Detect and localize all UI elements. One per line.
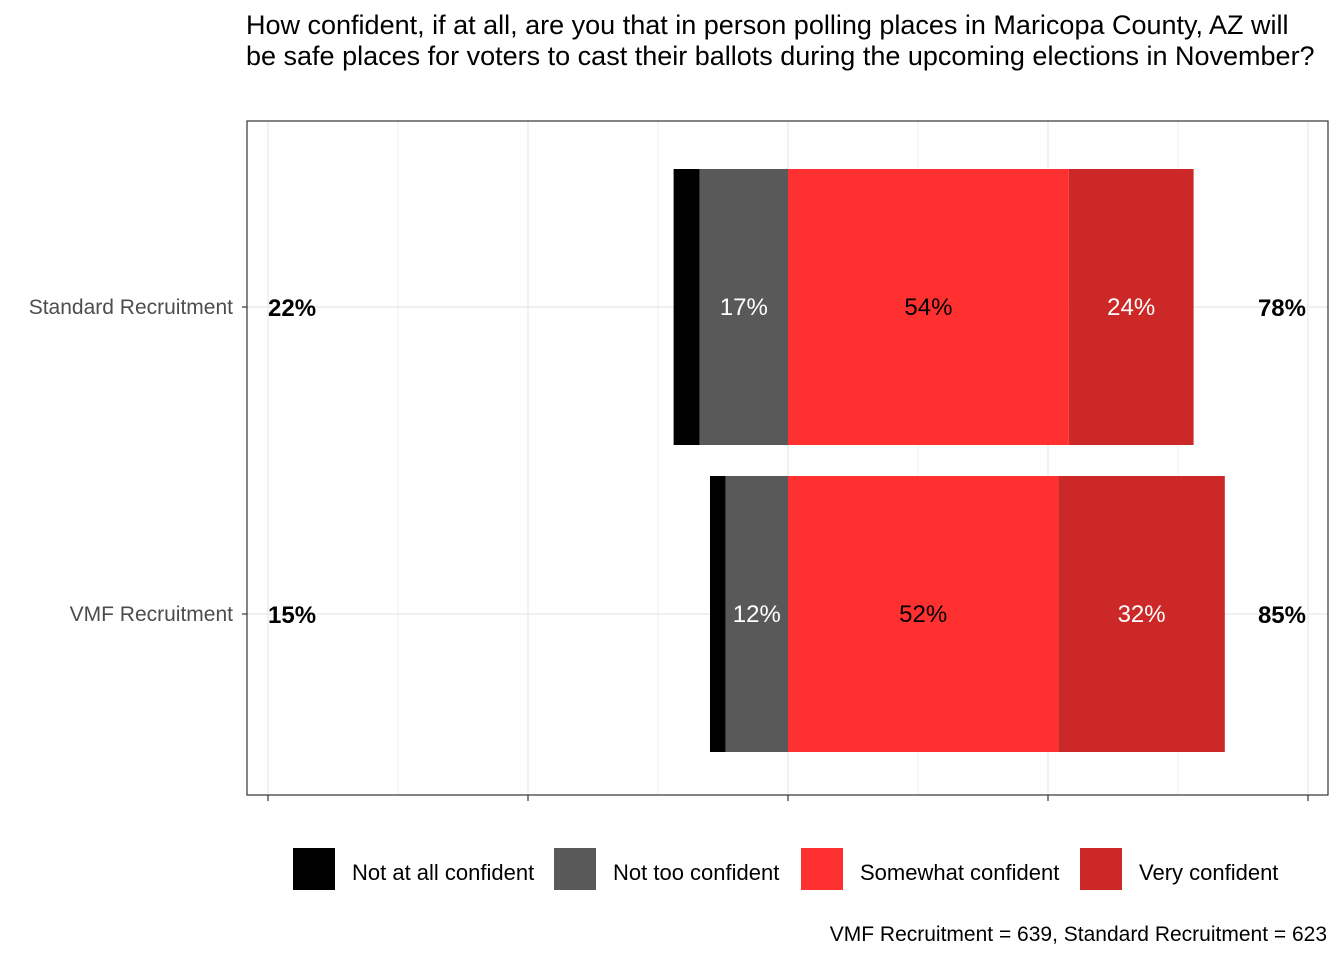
legend-label: Somewhat confident — [860, 860, 1059, 885]
legend-key — [801, 848, 843, 890]
positive-total-label: 78% — [1258, 295, 1306, 322]
bars — [673, 169, 1225, 752]
legend-label: Not too confident — [613, 860, 779, 885]
negative-total-label: 15% — [268, 602, 316, 629]
bar-labels: 17% 54% 24% 22% 78% 12% 52% 32% 15% 85% — [268, 294, 1306, 629]
negative-total-label: 22% — [268, 295, 316, 322]
y-tick-label: Standard Recruitment — [29, 296, 233, 319]
bar-segment-label: 12% — [733, 601, 781, 628]
bar-segment — [699, 169, 788, 445]
bar-segment — [673, 169, 700, 445]
bar-segment-label: 24% — [1107, 294, 1155, 321]
y-tick-label: VMF Recruitment — [70, 603, 234, 626]
bar-segment-label: 32% — [1118, 601, 1166, 628]
legend-key — [1080, 848, 1122, 890]
legend-key — [293, 848, 335, 890]
legend-label: Not at all confident — [352, 860, 534, 885]
bar-segment — [710, 476, 726, 752]
bar-segment — [1068, 169, 1194, 445]
chart-title: How confident, if at all, are you that i… — [246, 10, 1315, 71]
legend-label: Very confident — [1139, 860, 1278, 885]
bar-segment — [725, 476, 788, 752]
bar-segment — [788, 169, 1069, 445]
x-axis — [267, 795, 1309, 801]
legend-key — [554, 848, 596, 890]
legend: Not at all confident Not too confident Som… — [293, 848, 1278, 890]
y-axis: Standard Recruitment VMF Recruitment — [29, 296, 247, 626]
bar-segment-label: 17% — [720, 294, 768, 321]
positive-total-label: 85% — [1258, 602, 1306, 629]
bar-segment — [1058, 476, 1225, 752]
bar-segment-label: 52% — [899, 601, 947, 628]
bar-segment-label: 54% — [904, 294, 952, 321]
caption: VMF Recruitment = 639, Standard Recruitm… — [830, 923, 1327, 946]
bar-segment — [788, 476, 1059, 752]
